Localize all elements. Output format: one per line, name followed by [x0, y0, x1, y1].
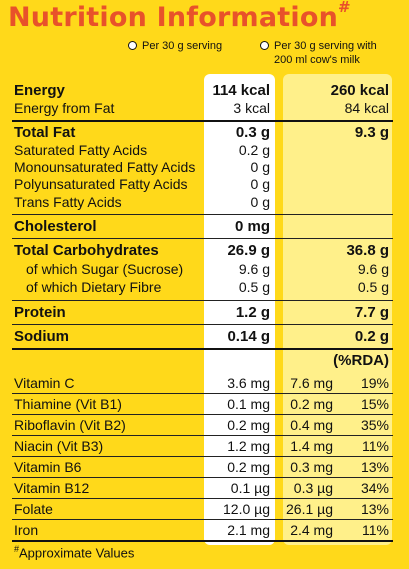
divider: [12, 324, 393, 325]
total-fat-label: Total Fat: [14, 124, 76, 141]
vitamin-value-1: 3.6 mg: [227, 375, 270, 391]
sugar-value-2: 9.6 g: [357, 261, 389, 277]
vitamin-value-2: 7.6 mg: [290, 375, 333, 391]
divider: [12, 477, 393, 478]
divider: [12, 519, 393, 520]
divider: [12, 498, 393, 499]
vitamin-value-1: 0.2 mg: [227, 459, 270, 475]
fibre-value-1: 0.5 g: [238, 279, 270, 295]
sat-fat-value-1: 0.2 g: [238, 142, 270, 158]
vitamin-rda: 34%: [360, 480, 389, 496]
cholesterol-value-1: 0 mg: [234, 218, 270, 235]
footnote: #Approximate Values: [14, 544, 135, 561]
protein-value-1: 1.2 g: [235, 304, 270, 321]
divider: [12, 348, 393, 350]
vitamin-value-2: 26.1 µg: [286, 501, 333, 517]
mono-fat-label: Monounsaturated Fatty Acids: [14, 159, 196, 175]
vitamin-value-2: 2.4 mg: [290, 522, 333, 538]
vitamin-value-1: 0.2 mg: [227, 417, 270, 433]
energy-fat-label: Energy from Fat: [14, 100, 115, 116]
protein-label: Protein: [14, 304, 66, 321]
total-fat-value-2: 9.3 g: [354, 124, 389, 141]
vitamin-value-1: 0.1 mg: [227, 396, 270, 412]
mono-fat-value-1: 0 g: [250, 159, 270, 175]
vitamin-rda: 15%: [360, 396, 389, 412]
divider: [12, 393, 393, 394]
panel-title: Nutrition Information#: [8, 0, 351, 33]
vitamin-label: Vitamin B12: [14, 480, 90, 496]
vitamin-rda: 13%: [360, 501, 389, 517]
vitamin-value-2: 0.3 mg: [290, 459, 333, 475]
divider: [12, 414, 393, 415]
vitamin-value-2: 0.4 mg: [290, 417, 333, 433]
fibre-label: of which Dietary Fibre: [26, 279, 162, 295]
vitamin-label: Niacin (Vit B3): [14, 438, 104, 454]
radio-icon: [260, 41, 269, 50]
vitamin-value-2: 0.3 µg: [293, 480, 333, 496]
vitamin-value-1: 12.0 µg: [223, 501, 270, 517]
sugar-label: of which Sugar (Sucrose): [26, 261, 184, 277]
energy-value-2: 260 kcal: [330, 82, 389, 99]
vitamin-value-1: 0.1 µg: [230, 480, 270, 496]
carbs-label: Total Carbohydrates: [14, 242, 159, 259]
vitamin-label: Riboflavin (Vit B2): [14, 417, 126, 433]
vitamin-label: Thiamine (Vit B1): [14, 396, 122, 412]
divider: [12, 300, 393, 301]
legend-col1: Per 30 g serving: [128, 39, 222, 53]
total-fat-value-1: 0.3 g: [235, 124, 270, 141]
column-with-milk: [283, 74, 392, 545]
vitamin-rda: 35%: [360, 417, 389, 433]
sugar-value-1: 9.6 g: [238, 261, 270, 277]
vitamin-label: Vitamin C: [14, 375, 75, 391]
trans-fat-value-1: 0 g: [250, 194, 270, 210]
poly-fat-value-1: 0 g: [250, 176, 270, 192]
cholesterol-label: Cholesterol: [14, 218, 97, 235]
vitamin-rda: 11%: [362, 438, 389, 454]
trans-fat-label: Trans Fatty Acids: [14, 194, 122, 210]
poly-fat-label: Polyunsaturated Fatty Acids: [14, 176, 188, 192]
vitamin-label: Folate: [14, 501, 53, 517]
protein-value-2: 7.7 g: [354, 304, 389, 321]
vitamin-value-1: 1.2 mg: [227, 438, 270, 454]
vitamin-rda: 19%: [360, 375, 389, 391]
energy-fat-value-2: 84 kcal: [344, 100, 389, 116]
sodium-value-2: 0.2 g: [354, 328, 389, 345]
column-per-serving: [204, 74, 275, 545]
divider: [12, 456, 393, 457]
divider: [12, 540, 393, 542]
vitamin-value-2: 0.2 mg: [290, 396, 333, 412]
sodium-label: Sodium: [14, 328, 69, 345]
vitamin-value-2: 1.4 mg: [290, 438, 333, 454]
rda-header: (%RDA): [333, 352, 389, 369]
legend-col2: Per 30 g serving with 200 ml cow's milk: [260, 39, 377, 67]
divider: [12, 214, 393, 215]
radio-icon: [128, 41, 137, 50]
energy-label: Energy: [14, 82, 65, 99]
vitamin-value-1: 2.1 mg: [227, 522, 270, 538]
vitamin-rda: 13%: [360, 459, 389, 475]
fibre-value-2: 0.5 g: [357, 279, 389, 295]
vitamin-label: Iron: [14, 522, 39, 538]
energy-fat-value-1: 3 kcal: [233, 100, 270, 116]
carbs-value-1: 26.9 g: [227, 242, 270, 259]
divider: [12, 120, 393, 122]
vitamin-label: Vitamin B6: [14, 459, 82, 475]
divider: [12, 238, 393, 239]
divider: [12, 435, 393, 436]
energy-value-1: 114 kcal: [212, 82, 270, 99]
carbs-value-2: 36.8 g: [346, 242, 389, 259]
sodium-value-1: 0.14 g: [227, 328, 270, 345]
sat-fat-label: Saturated Fatty Acids: [14, 142, 148, 158]
vitamin-rda: 11%: [362, 522, 389, 538]
